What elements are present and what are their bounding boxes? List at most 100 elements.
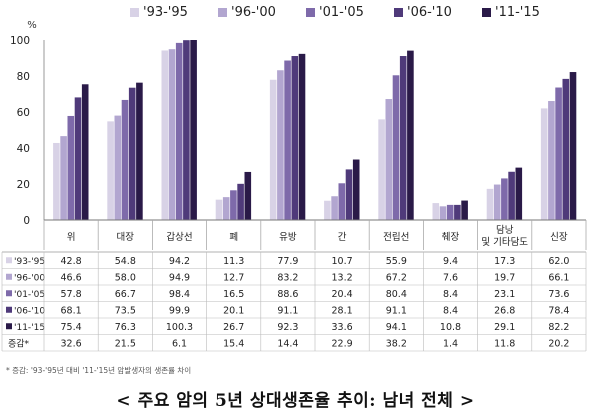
table-cell-93-95-간: 10.7 [332,256,353,267]
table-cell-96-00-대장: 58.0 [115,272,136,283]
table-cell-11-15-신장: 82.2 [548,322,569,333]
table-cell-96-00-간: 13.2 [332,272,353,283]
bar-신장-01-05 [555,87,562,221]
table-cell-06-10-췌장: 8.4 [443,305,458,316]
legend-swatch-93-95 [130,8,139,17]
table-cell-01-05-신장: 73.6 [548,289,569,300]
category-label-유방: 유방 [279,232,297,243]
bar-위-93-95 [53,142,60,220]
bar-위-11-15 [81,84,89,220]
legend-swatch-06-10 [394,8,403,17]
bar-대장-96-00 [114,115,122,220]
table-cell-01-05-간: 20.4 [332,289,353,300]
bar-갑상선-93-95 [161,50,169,220]
table-row-label-11-15: '11-'15 [14,323,45,333]
table-cell-96-00-유방: 83.2 [277,272,298,283]
bar-갑상선-11-15 [190,40,197,220]
data-table: '93-'95 42.8 54.8 94.2 11.3 77.9 10.7 55.9 9.4 17… [1,251,587,352]
bar-신장-06-10 [562,78,570,220]
table-row-swatch-01-05 [6,290,12,297]
bar-위-96-00 [60,136,67,220]
y-tick-label-40: 40 [17,143,30,155]
table-cell-증감-전립선: 38.2 [386,338,407,349]
table-cell-06-10-담낭-및-기타담도: 26.8 [494,305,515,316]
y-axis: % 0 20 40 60 80 100 [10,20,45,227]
table-cell-06-10-간: 28.1 [332,305,353,316]
y-axis-label: % [27,20,37,31]
table-row-swatch-96-00 [6,273,12,280]
y-tick-label-80: 80 [17,71,30,83]
bar-유방-93-95 [269,79,277,220]
x-axis: 위 대장 갑상선 폐 유방 간 전립선 췌장 담낭 및 기타담도 신장 [43,219,587,250]
table-row-label-증감: 증감* [8,337,30,349]
legend-label-01-05: '01-'05 [319,5,364,20]
category-label-대장: 대장 [117,232,135,243]
bar-췌장-96-00 [439,206,447,220]
bar-간-01-05 [338,183,346,220]
bar-유방-11-15 [298,53,306,220]
table-cell-06-10-전립선: 91.1 [386,305,407,316]
legend-label-93-95: '93-'95 [143,5,188,20]
bars [53,40,577,221]
category-label-전립선: 전립선 [383,231,409,243]
bar-위-01-05 [67,115,75,220]
legend-swatch-11-15 [482,8,491,17]
table-row-label-01-05: '01-'05 [14,290,45,300]
table-row-label-06-10: '06-'10 [14,306,45,316]
table-cell-93-95-위: 42.8 [61,256,82,267]
bar-유방-01-05 [284,60,291,220]
bar-유방-06-10 [291,56,299,220]
table-cell-11-15-대장: 76.3 [115,322,136,333]
category-label-폐: 폐 [229,231,238,243]
category-label-신장: 신장 [550,232,568,243]
table-cell-93-95-신장: 62.0 [548,256,569,267]
table-cell-06-10-신장: 78.4 [548,305,569,316]
bar-폐-01-05 [230,190,237,220]
table-cell-06-10-갑상선: 99.9 [169,305,190,316]
bar-췌장-11-15 [461,200,468,220]
chart-caption: < 주요 암의 5년 상대생존율 추이: 남녀 전체 > [116,391,475,411]
bar-담낭-및-기타담도-01-05 [501,178,508,220]
bar-전립선-96-00 [385,99,393,220]
table-cell-증감-대장: 21.5 [115,338,136,349]
bar-담낭-및-기타담도-93-95 [486,188,494,220]
table-cell-01-05-폐: 16.5 [223,289,244,300]
bar-췌장-93-95 [432,203,440,220]
bar-대장-93-95 [107,121,114,220]
bar-신장-96-00 [548,101,555,220]
bar-췌장-06-10 [454,204,461,220]
bar-전립선-11-15 [407,50,414,221]
table-cell-96-00-갑상선: 94.9 [169,272,190,283]
table-cell-증감-갑상선: 6.1 [172,338,187,349]
table-row-swatch-11-15 [6,323,12,330]
table-cell-93-95-갑상선: 94.2 [169,256,190,267]
bar-폐-93-95 [215,199,223,220]
table-cell-증감-간: 22.9 [332,338,353,349]
table-cell-11-15-전립선: 94.1 [386,322,407,333]
bar-췌장-01-05 [446,204,454,220]
table-cell-01-05-유방: 88.6 [277,289,298,300]
table-row-label-93-95: '93-'95 [14,257,45,267]
category-label-간: 간 [338,232,347,243]
table-cell-06-10-유방: 91.1 [277,305,298,316]
y-tick-label-100: 100 [10,35,30,47]
table-cell-06-10-위: 68.1 [61,305,82,316]
footnote: * 증감: '93-'95년 대비 '11-'15년 암발생자의 생존률 차이 [6,366,192,375]
table-row-swatch-93-95 [6,257,12,264]
y-tick-label-20: 20 [17,179,30,191]
table-row-swatch-06-10 [6,306,12,313]
category-label-담낭-및-기타담도: 담낭 및 기타담도 [481,224,528,248]
table-cell-93-95-대장: 54.8 [115,256,136,267]
table-cell-11-15-담낭-및-기타담도: 29.1 [494,322,515,333]
legend-label-96-00: '96-'00 [231,5,276,20]
table-cell-06-10-대장: 73.5 [115,305,136,316]
bar-폐-11-15 [244,171,252,220]
table-cell-93-95-전립선: 55.9 [386,256,407,267]
table-cell-01-05-갑상선: 98.4 [169,289,190,300]
bar-대장-01-05 [121,99,129,220]
bar-담낭-및-기타담도-11-15 [515,167,523,220]
table-cell-증감-췌장: 1.4 [443,338,458,349]
bar-대장-06-10 [128,87,136,220]
table-cell-11-15-간: 33.6 [332,322,353,333]
table-cell-증감-담낭-및-기타담도: 11.8 [494,338,515,349]
